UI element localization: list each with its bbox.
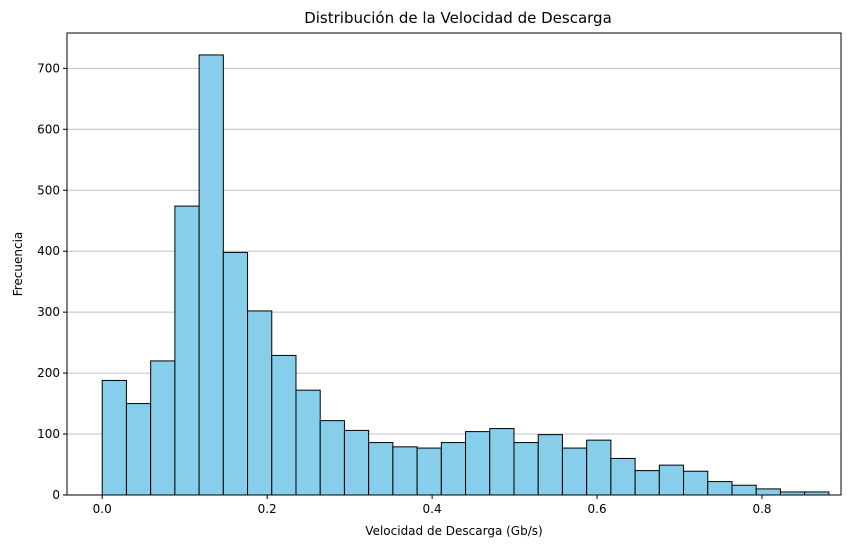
histogram-bar xyxy=(174,205,200,496)
y-tick-label: 100 xyxy=(37,427,60,441)
histogram-bar xyxy=(634,470,660,496)
histogram-bar xyxy=(465,431,491,496)
x-tick-label: 0.0 xyxy=(93,502,112,516)
histogram-bar xyxy=(295,389,321,496)
x-tick-label: 0.8 xyxy=(752,502,771,516)
histogram-bar xyxy=(683,470,709,496)
chart-title: Distribución de la Velocidad de Descarga xyxy=(304,9,612,27)
histogram-bar xyxy=(610,457,636,496)
histogram-bar xyxy=(440,442,467,496)
y-tick-label: 200 xyxy=(37,366,60,380)
histogram-bar xyxy=(101,379,127,496)
histogram-bar xyxy=(222,251,249,496)
histogram-bar xyxy=(731,484,757,496)
histogram-bar xyxy=(343,429,370,496)
plot-frame xyxy=(66,32,842,496)
histogram-bar xyxy=(319,420,345,496)
x-axis-label: Velocidad de Descarga (Gb/s) xyxy=(365,524,542,538)
histogram-bar xyxy=(271,354,297,496)
histogram-bar xyxy=(561,447,588,496)
histogram-bar xyxy=(392,446,418,496)
y-tick-label: 300 xyxy=(37,305,60,319)
x-tick-label: 0.6 xyxy=(588,502,607,516)
histogram-bar xyxy=(247,310,273,496)
bars-group xyxy=(101,54,830,496)
y-tick-label: 600 xyxy=(37,122,60,136)
histogram-bar xyxy=(150,360,176,496)
x-tick-label: 0.4 xyxy=(423,502,442,516)
y-tick-label: 400 xyxy=(37,244,60,258)
histogram-bar xyxy=(513,442,539,496)
histogram-bar xyxy=(198,54,224,496)
histogram-bar xyxy=(489,428,515,496)
histogram-bar xyxy=(125,403,152,496)
histogram-bar xyxy=(707,481,733,496)
x-axis-ticks: 0.0 0.2 0.4 0.6 0.8 xyxy=(93,495,772,516)
histogram-bar xyxy=(755,488,781,496)
histogram-bar xyxy=(658,464,685,496)
histogram-bar xyxy=(368,442,394,496)
histogram-bar xyxy=(586,439,612,496)
y-axis-label: Frecuencia xyxy=(11,232,25,297)
y-tick-label: 700 xyxy=(37,61,60,75)
y-axis-ticks: 0 100 200 300 400 500 600 700 xyxy=(37,61,67,502)
y-tick-label: 500 xyxy=(37,183,60,197)
x-tick-label: 0.2 xyxy=(258,502,277,516)
histogram-bar xyxy=(537,434,563,496)
y-tick-label: 0 xyxy=(52,488,60,502)
histogram-bar xyxy=(416,447,442,496)
